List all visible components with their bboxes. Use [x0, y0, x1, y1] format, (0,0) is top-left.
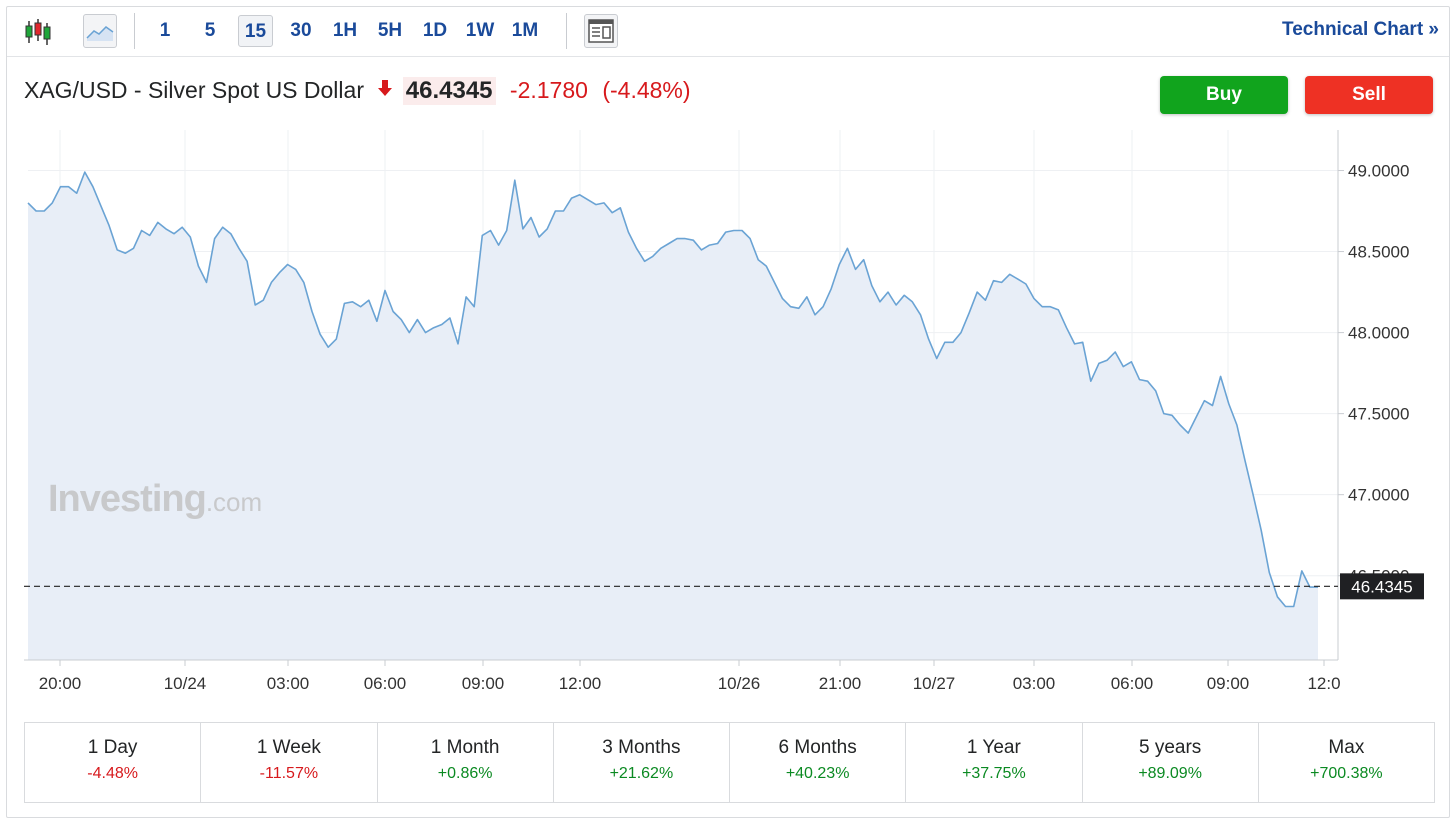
x-tick-label: 20:00: [39, 674, 82, 693]
period-change: -11.57%: [259, 765, 319, 782]
y-tick-label: 49.0000: [1348, 162, 1409, 181]
investing-watermark: Investing.com: [48, 478, 262, 521]
period-change: +89.09%: [1138, 765, 1202, 782]
period-cell[interactable]: 6 Months +40.23%: [730, 723, 907, 802]
period-cell[interactable]: 5 years +89.09%: [1083, 723, 1259, 802]
period-change: +700.38%: [1310, 765, 1383, 782]
area-chart-button[interactable]: [83, 14, 117, 48]
layout-button[interactable]: [584, 14, 618, 48]
interval-15[interactable]: 15: [238, 15, 273, 47]
period-label: Max: [1328, 737, 1365, 758]
period-cell[interactable]: 1 Week -11.57%: [201, 723, 378, 802]
x-tick-label: 06:00: [364, 674, 407, 693]
interval-1h[interactable]: 1H: [332, 20, 358, 41]
period-performance-table: 1 Day -4.48% 1 Week -11.57% 1 Month +0.86% 3 M…: [24, 722, 1435, 803]
period-cell[interactable]: 1 Day -4.48%: [25, 723, 202, 802]
period-change: +21.62%: [609, 765, 674, 782]
price-change-percent: (-4.48%): [602, 77, 691, 104]
period-cell[interactable]: 1 Year +37.75%: [906, 723, 1083, 802]
y-tick-label: 48.5000: [1348, 243, 1409, 262]
x-tick-label: 12:00: [559, 674, 602, 693]
y-tick-label: 48.0000: [1348, 324, 1409, 343]
x-tick-label: 12:0: [1307, 674, 1340, 693]
period-label: 6 Months: [778, 737, 857, 758]
interval-1w[interactable]: 1W: [465, 20, 495, 41]
x-tick-label: 09:00: [462, 674, 505, 693]
price-change: -2.1780: [509, 77, 588, 104]
interval-1[interactable]: 1: [159, 20, 171, 41]
arrow-down-icon: [378, 80, 393, 101]
interval-1d[interactable]: 1D: [422, 20, 448, 41]
period-label: 1 Month: [430, 737, 500, 758]
y-tick-label: 47.0000: [1348, 486, 1409, 505]
chart-widget: [6, 6, 1450, 818]
sell-button[interactable]: Sell: [1305, 76, 1433, 114]
period-change: +0.86%: [437, 765, 493, 782]
period-change: +40.23%: [785, 765, 850, 782]
price-area-fill: [28, 172, 1318, 660]
x-tick-label: 03:00: [267, 674, 310, 693]
instrument-name: XAG/USD - Silver Spot US Dollar: [24, 77, 364, 104]
interval-1m[interactable]: 1M: [511, 20, 539, 41]
last-price-tag-label: 46.4345: [1351, 577, 1412, 596]
last-price: 46.4345: [402, 76, 496, 105]
x-tick-label: 06:00: [1111, 674, 1154, 693]
technical-chart-link[interactable]: Technical Chart »: [1282, 19, 1439, 40]
period-cell[interactable]: Max +700.38%: [1259, 723, 1434, 802]
watermark-suffix: .com: [205, 487, 263, 517]
watermark-brand: Investing: [48, 478, 207, 520]
period-change: +37.75%: [962, 765, 1026, 782]
price-chart[interactable]: 49.000048.500048.000047.500047.000046.50…: [0, 0, 1456, 720]
last-price-tag: [1340, 573, 1424, 600]
interval-30[interactable]: 30: [290, 20, 312, 41]
period-cell[interactable]: 1 Month +0.86%: [378, 723, 554, 802]
period-label: 5 years: [1138, 737, 1202, 758]
period-label: 1 Year: [966, 737, 1021, 758]
interval-5h[interactable]: 5H: [377, 20, 403, 41]
instrument-header: XAG/USD - Silver Spot US Dollar 46.4345 …: [24, 76, 691, 106]
x-tick-label: 03:00: [1013, 674, 1056, 693]
period-label: 3 Months: [602, 737, 681, 758]
layout-icon: [588, 19, 614, 43]
period-label: 1 Day: [87, 737, 138, 758]
interval-5[interactable]: 5: [204, 20, 216, 41]
y-tick-label: 47.5000: [1348, 405, 1409, 424]
toolbar: 1 5 15 30 1H 5H 1D 1W 1M Technical Chart…: [7, 7, 1449, 57]
x-tick-label: 10/24: [164, 674, 207, 693]
toolbar-divider: [134, 13, 135, 49]
buy-button[interactable]: Buy: [1160, 76, 1288, 114]
period-cell[interactable]: 3 Months +21.62%: [554, 723, 730, 802]
period-change: -4.48%: [87, 765, 138, 782]
candlestick-icon[interactable]: [21, 15, 55, 49]
price-line: [27, 171, 1318, 608]
area-chart-icon: [86, 26, 114, 41]
x-tick-label: 09:00: [1207, 674, 1250, 693]
period-label: 1 Week: [256, 737, 321, 758]
x-tick-label: 21:00: [819, 674, 862, 693]
x-tick-label: 10/26: [718, 674, 761, 693]
x-tick-label: 10/27: [913, 674, 956, 693]
toolbar-divider: [566, 13, 567, 49]
